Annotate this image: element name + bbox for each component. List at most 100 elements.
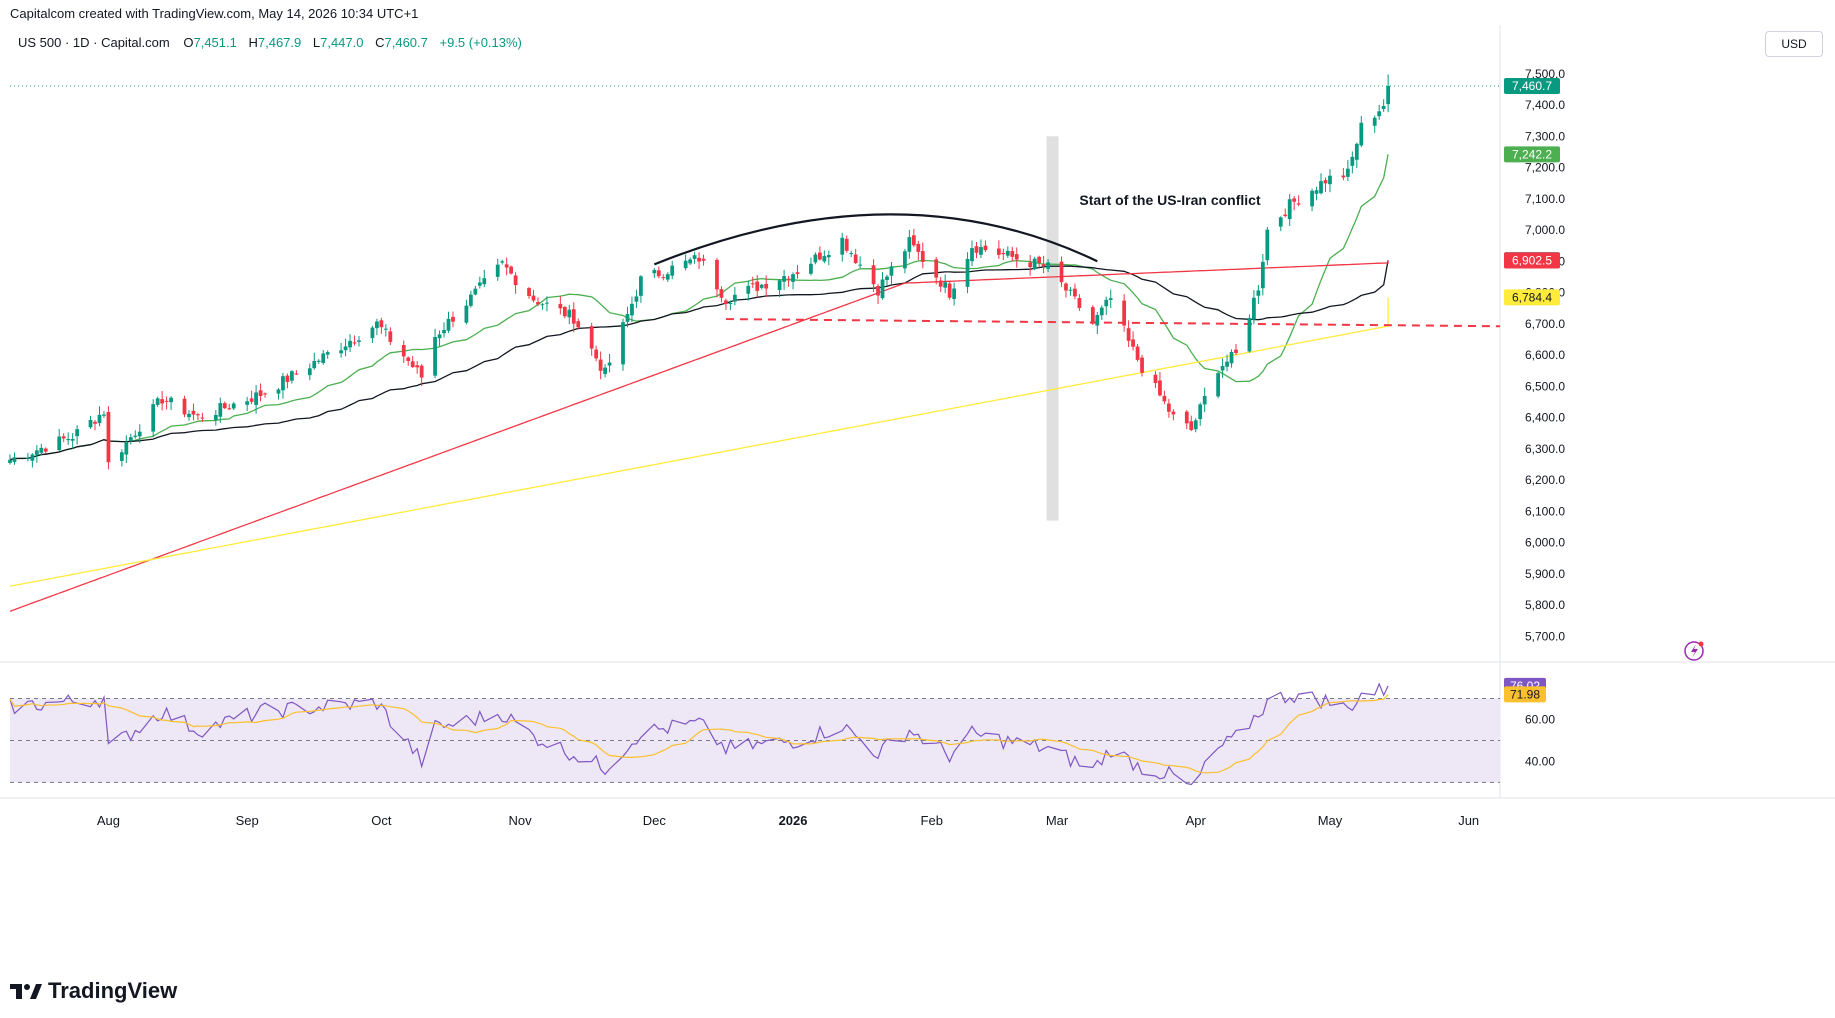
- candle-body: [661, 277, 666, 279]
- open-value: 7,451.1: [193, 35, 237, 50]
- candle-body: [527, 288, 531, 297]
- candle-body: [656, 270, 661, 277]
- candle-body: [826, 254, 831, 258]
- candle-body: [258, 390, 263, 397]
- candle-body: [1077, 298, 1082, 308]
- candle-body: [1158, 380, 1162, 396]
- candle-body: [160, 399, 165, 404]
- price-axis-tick-label: 7,500.0: [1525, 67, 1565, 81]
- candle-body: [822, 256, 827, 262]
- candle-body: [213, 414, 218, 421]
- candle-body: [401, 345, 406, 357]
- candle-body: [576, 321, 581, 328]
- candle-body: [26, 457, 30, 459]
- candle-body: [352, 342, 357, 344]
- candle-body: [415, 365, 420, 368]
- candle-body: [419, 365, 424, 378]
- candle-body: [1377, 111, 1382, 117]
- candle-body: [1046, 262, 1050, 269]
- candle-body: [451, 316, 455, 322]
- candle-body: [598, 359, 603, 371]
- price-axis-tick-label: 7,100.0: [1525, 192, 1565, 206]
- candle-body: [1323, 180, 1328, 184]
- candle-body: [639, 276, 643, 296]
- candle-body: [1122, 300, 1127, 326]
- price-axis-badge-label: 7,242.2: [1512, 147, 1552, 161]
- candle-body: [1108, 298, 1113, 300]
- candle-body: [1171, 411, 1176, 415]
- price-axis-tick-label: 6,100.0: [1525, 504, 1565, 518]
- candle-body: [321, 353, 326, 363]
- alert-icon: [1684, 641, 1704, 661]
- candle-body: [1001, 252, 1006, 255]
- candle-body: [343, 346, 348, 351]
- time-axis-tick-label: May: [1318, 813, 1343, 828]
- candle-body: [410, 361, 415, 368]
- candle-body: [1014, 254, 1019, 260]
- price-axis-tick-label: 6,500.0: [1525, 379, 1565, 393]
- candle-body: [1234, 349, 1238, 354]
- candle-body: [379, 320, 384, 328]
- candle-body: [482, 278, 487, 285]
- candle-body: [513, 275, 518, 286]
- candle-body: [885, 276, 889, 280]
- candle-body: [1059, 261, 1064, 283]
- candle-body: [406, 357, 411, 361]
- candle-body: [920, 251, 925, 263]
- candle-body: [325, 352, 330, 355]
- candle-body: [357, 340, 361, 342]
- time-axis-tick-label: Nov: [509, 813, 533, 828]
- sma-50-line: [9, 260, 1389, 461]
- candle-body: [1319, 181, 1323, 194]
- price-axis-tick-label: 7,400.0: [1525, 98, 1565, 112]
- candle-body: [75, 429, 79, 437]
- candle-body: [536, 302, 540, 305]
- candle-body: [88, 419, 93, 428]
- candle-body: [692, 255, 697, 259]
- candle-body: [728, 302, 733, 304]
- price-axis-tick-label: 6,600.0: [1525, 348, 1565, 362]
- time-axis-tick-label: Aug: [97, 813, 120, 828]
- candle-body: [1381, 106, 1386, 109]
- candle-body: [1287, 199, 1292, 220]
- candle-body: [764, 283, 769, 289]
- event-annotation-label: Start of the US-Iran conflict: [1079, 192, 1261, 208]
- candle-body: [196, 414, 200, 416]
- candle-body: [983, 245, 988, 251]
- candle-body: [30, 454, 35, 461]
- price-axis-tick-label: 5,700.0: [1525, 629, 1565, 643]
- candle-body: [589, 326, 594, 349]
- candle-body: [124, 441, 129, 455]
- candle-body: [916, 243, 921, 252]
- candle-body: [1041, 264, 1046, 267]
- candle-body: [1090, 307, 1095, 324]
- rounding-top-arc: [653, 213, 1098, 266]
- symbol-legend: US 500 · 1D · Capital.com O7,451.1 H7,46…: [18, 35, 522, 50]
- price-axis-tick-label: 6,400.0: [1525, 411, 1565, 425]
- candle-body: [876, 285, 880, 296]
- candle-body: [603, 367, 607, 374]
- rsi-ma-value-badge: [1504, 686, 1546, 703]
- low-value: 7,447.0: [320, 35, 364, 50]
- brand-name: TradingView: [48, 978, 178, 1003]
- time-axis-tick-label: 2026: [779, 813, 808, 828]
- candle-body: [974, 246, 979, 253]
- candle-body: [119, 452, 124, 461]
- candle-body: [1073, 288, 1077, 297]
- candle-body: [151, 404, 156, 432]
- tradingview-logo-icon: [10, 984, 42, 999]
- candle-body: [1037, 256, 1042, 263]
- candle-body: [495, 264, 500, 277]
- candle-body: [1153, 374, 1158, 384]
- tradingview-logo[interactable]: TradingView: [10, 978, 177, 1004]
- candle-body: [1140, 357, 1144, 373]
- currency-button[interactable]: USD: [1765, 31, 1823, 57]
- candle-body: [531, 295, 536, 301]
- candle-body: [965, 258, 970, 287]
- candle-body: [1314, 190, 1319, 194]
- candle-body: [500, 261, 505, 263]
- symbol-title[interactable]: US 500 · 1D · Capital.com: [18, 35, 170, 50]
- candle-body: [128, 437, 133, 442]
- candle-body: [853, 254, 858, 264]
